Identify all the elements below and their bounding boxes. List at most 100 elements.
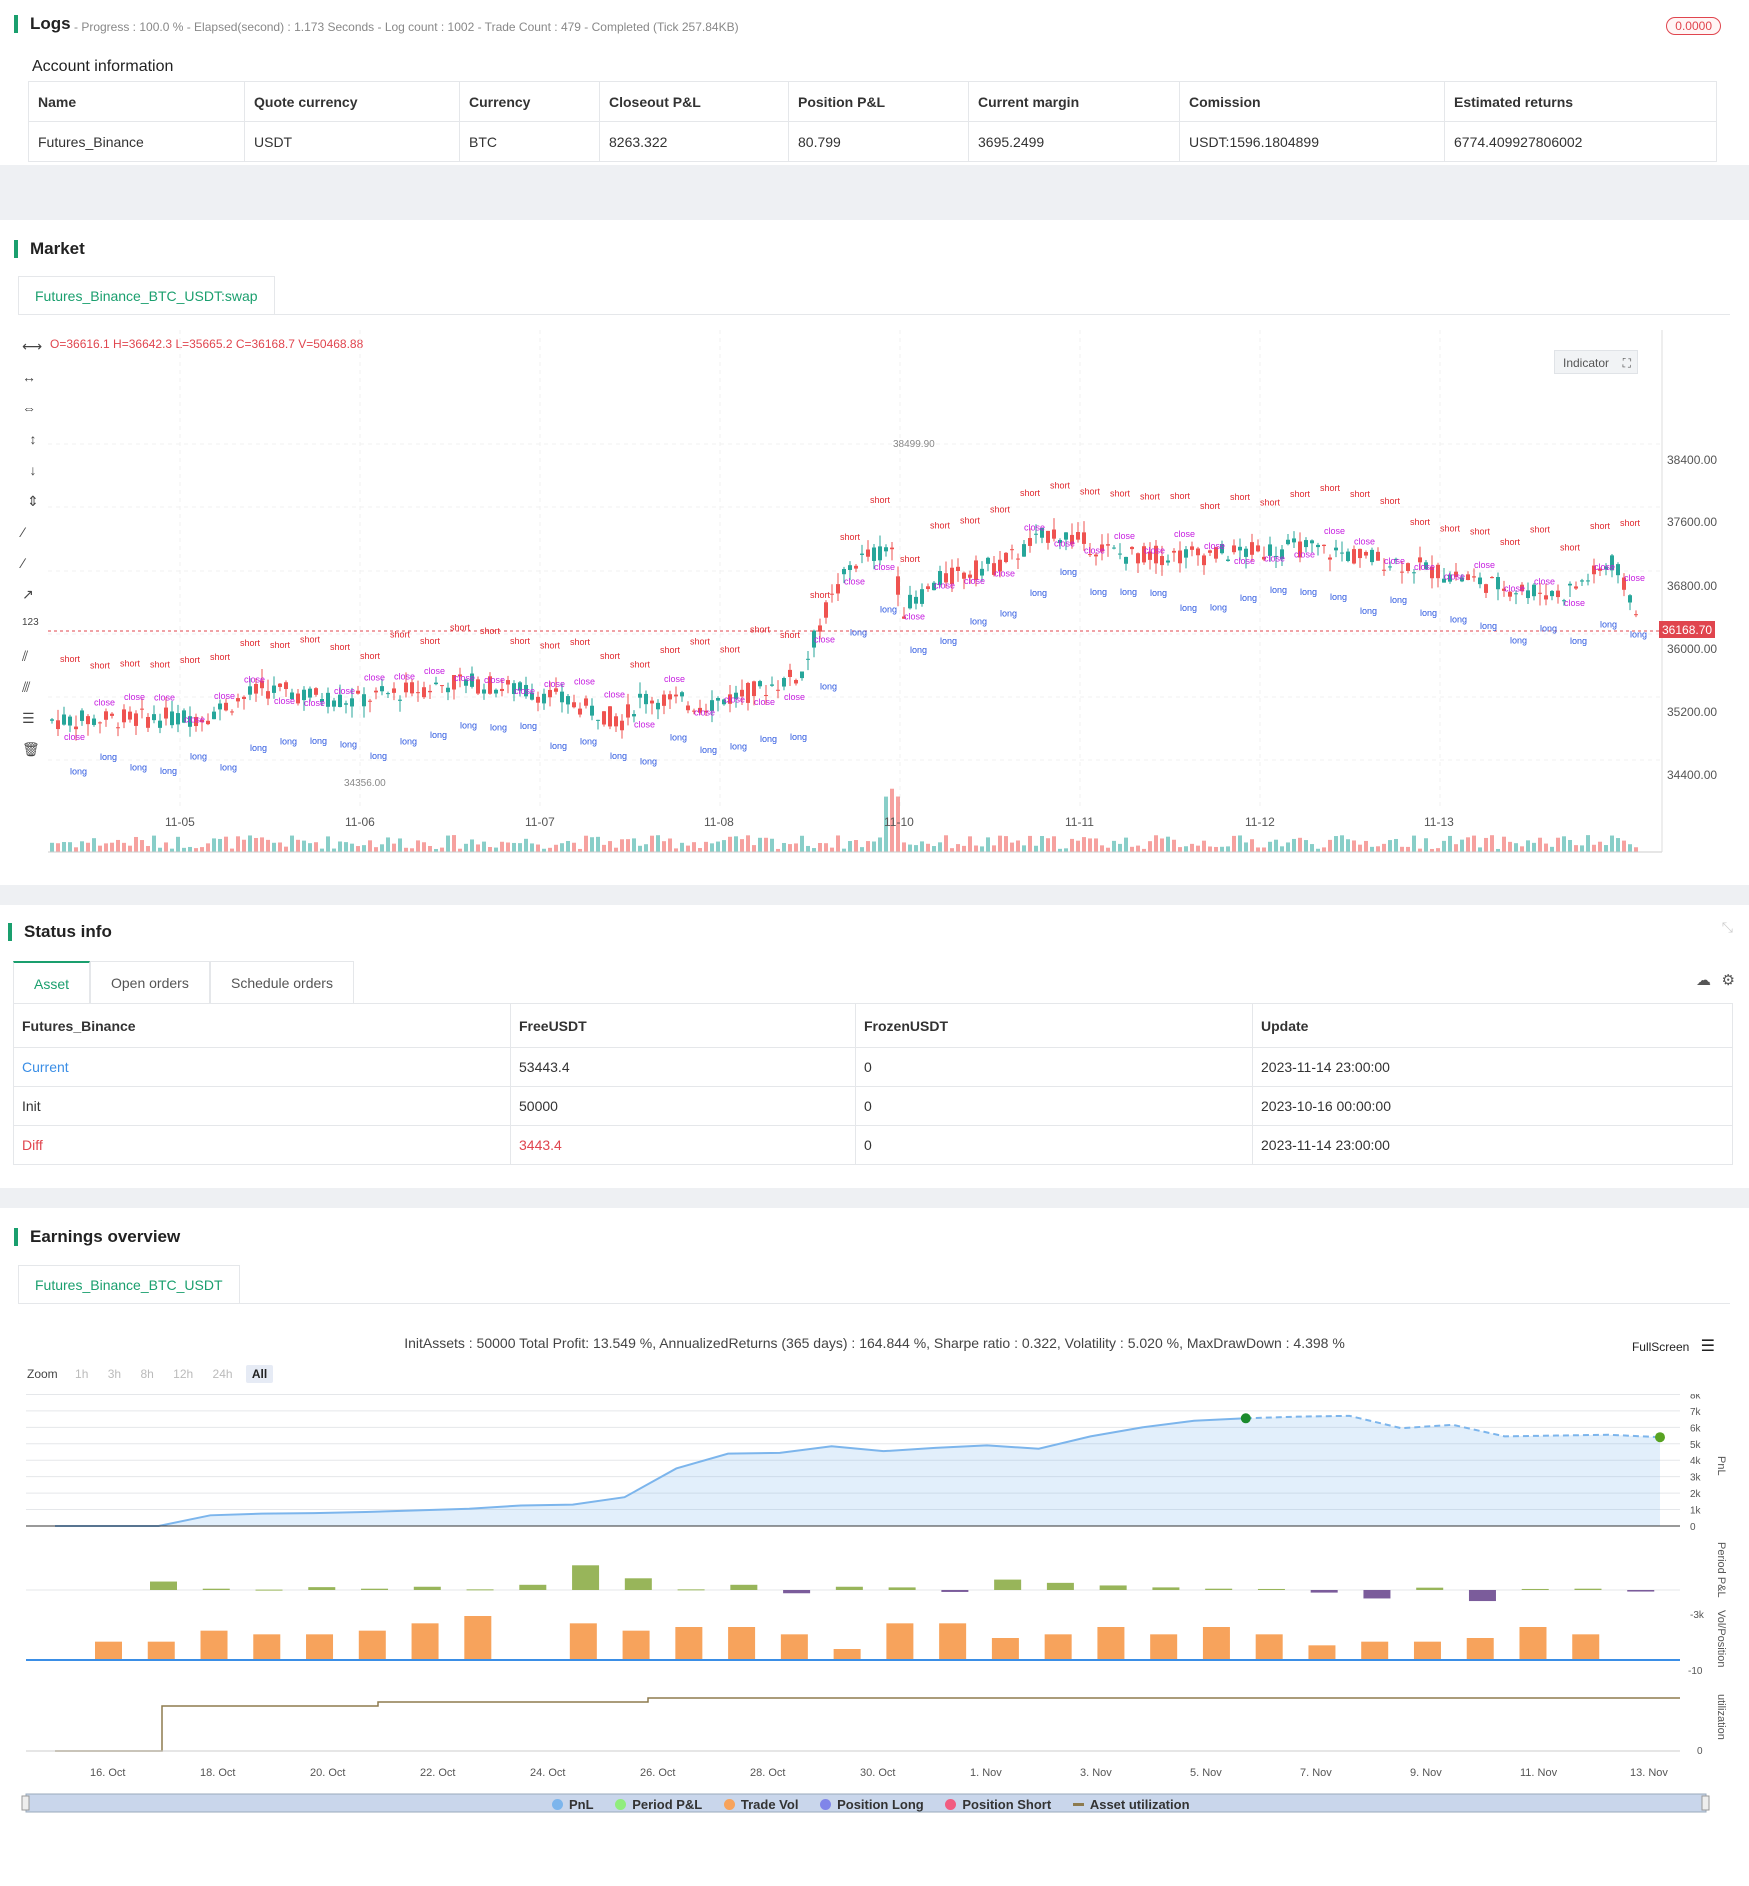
volume-bar (1562, 836, 1566, 852)
candle-body (788, 669, 792, 677)
volume-bar (128, 845, 132, 852)
volume-bar (1022, 845, 1026, 852)
candle-body (764, 695, 768, 697)
zoom-24h[interactable]: 24h (212, 1367, 233, 1381)
util-tick: 0 (1697, 1746, 1703, 1757)
volume-bar (1274, 839, 1278, 852)
candle-body (752, 681, 756, 697)
fullscreen-button[interactable]: FullScreen ☰ (1632, 1336, 1715, 1356)
close-signal-label: close (1024, 523, 1045, 533)
fib-levels-tool-icon[interactable]: ☰ (22, 710, 35, 726)
legend-position-short[interactable]: Position Short (945, 1797, 1051, 1812)
candle-body (992, 563, 996, 575)
vertical-ray-tool-icon[interactable]: ↓ (29, 462, 37, 478)
ohlc-readout: O=36616.1 H=36642.3 L=35665.2 C=36168.7 … (50, 337, 364, 351)
vertical-line-tool-icon[interactable]: ↕ (29, 431, 37, 447)
legend-asset-utilization[interactable]: Asset utilization (1072, 1797, 1190, 1812)
x-tick: 16. Oct (90, 1767, 125, 1779)
candle-body (770, 684, 774, 686)
arrow-tool-icon[interactable]: ↗ (22, 586, 34, 602)
volume-bar (986, 837, 990, 852)
trade-vol-bar (1097, 1627, 1125, 1660)
close-signal-label: close (844, 577, 865, 587)
tab-asset[interactable]: Asset (13, 961, 91, 1003)
candle-body (458, 674, 462, 677)
candle-body (932, 582, 936, 591)
volume-bar (782, 842, 786, 852)
volume-bar (236, 836, 240, 852)
volume-bar (206, 843, 210, 852)
volume-bar (1352, 840, 1356, 852)
period-pnl-bar (413, 1586, 441, 1590)
volume-bar (284, 846, 288, 852)
candle-body (1076, 532, 1080, 540)
market-title: Market (14, 240, 85, 258)
short-signal-label: short (1200, 501, 1221, 511)
candle-body (1628, 595, 1632, 603)
candle-body (1136, 553, 1140, 564)
navigator-handle-right[interactable] (1701, 1795, 1710, 1811)
legend-trade-vol[interactable]: Trade Vol (723, 1797, 798, 1812)
close-signal-label: close (1114, 531, 1135, 541)
trash-icon[interactable]: 🗑 (22, 741, 40, 757)
candle-body (506, 680, 510, 685)
candle-body (488, 676, 492, 694)
volume-bar (392, 843, 396, 852)
candle-body (1418, 557, 1422, 563)
volume-bar (476, 844, 480, 852)
candle-body (1634, 614, 1638, 616)
collapse-icon[interactable]: ⤡ (1721, 919, 1733, 935)
menu-icon[interactable]: ☰ (1700, 1338, 1715, 1355)
close-signal-label: close (784, 692, 805, 702)
close-signal-label: close (424, 666, 445, 676)
legend-period-pnl[interactable]: Period P&L (615, 1797, 702, 1812)
pnl-tick: 8k (1690, 1394, 1702, 1401)
candle-body (1100, 544, 1104, 552)
parallel-channel-tool-icon[interactable]: ⫽ (22, 648, 29, 664)
trade-vol-bar (358, 1630, 386, 1660)
zoom-8h[interactable]: 8h (140, 1367, 154, 1381)
volume-bar (626, 839, 630, 852)
volume-bar (1346, 839, 1350, 852)
ray-tool-icon[interactable]: ∕ (22, 555, 25, 571)
earnings-legend: PnL Period P&L Trade Vol Position Long P… (552, 1797, 1208, 1812)
indicator-button[interactable]: Indicator ⛶ (1554, 350, 1639, 374)
price-label-tool-icon[interactable]: 123 (22, 617, 39, 628)
horizontal-ray-tool-icon[interactable]: ↔ (22, 369, 36, 385)
zoom-12h[interactable]: 12h (173, 1367, 194, 1381)
volume-bar (1448, 835, 1452, 852)
settings-gear-icon[interactable]: ⚙ (1721, 972, 1735, 989)
volume-bar (1076, 840, 1080, 852)
zoom-all[interactable]: All (245, 1365, 274, 1383)
expand-icon[interactable]: ⛶ (1622, 356, 1632, 370)
candle-body (800, 671, 804, 679)
cloud-download-icon[interactable]: ☁ (1696, 972, 1711, 989)
volume-bar (1094, 838, 1098, 852)
volume-bar (1538, 837, 1542, 852)
extended-line-tool-icon[interactable]: ⇔ (22, 400, 36, 416)
candle-body (284, 682, 288, 690)
candle-body (860, 553, 864, 555)
legend-pnl[interactable]: PnL (552, 1797, 594, 1812)
horizontal-line-tool-icon[interactable]: ⟷ (22, 338, 43, 354)
period-pnl-bar (255, 1589, 283, 1591)
legend-position-long[interactable]: Position Long (820, 1797, 924, 1812)
short-signal-label: short (690, 636, 711, 646)
long-signal-label: long (1360, 606, 1377, 616)
navigator-handle-left[interactable] (21, 1795, 30, 1811)
tab-open-orders[interactable]: Open orders (90, 961, 210, 1003)
candle-body (1046, 530, 1050, 543)
volume-bar (728, 836, 732, 852)
period-pnl-bar (1521, 1588, 1549, 1590)
zoom-1h[interactable]: 1h (75, 1367, 89, 1381)
tab-schedule-orders[interactable]: Schedule orders (210, 961, 354, 1003)
trend-line-tool-icon[interactable]: ⁄ (22, 524, 25, 540)
zoom-3h[interactable]: 3h (107, 1367, 122, 1381)
volume-bar (338, 841, 342, 852)
market-tab[interactable]: Futures_Binance_BTC_USDT:swap (18, 276, 275, 314)
fib-tool-icon[interactable]: ⫻ (22, 679, 31, 695)
earnings-tab[interactable]: Futures_Binance_BTC_USDT (18, 1265, 240, 1303)
volume-bar (620, 839, 624, 852)
vertical-segment-tool-icon[interactable]: ⇕ (27, 493, 39, 509)
volume-bar (578, 848, 582, 852)
